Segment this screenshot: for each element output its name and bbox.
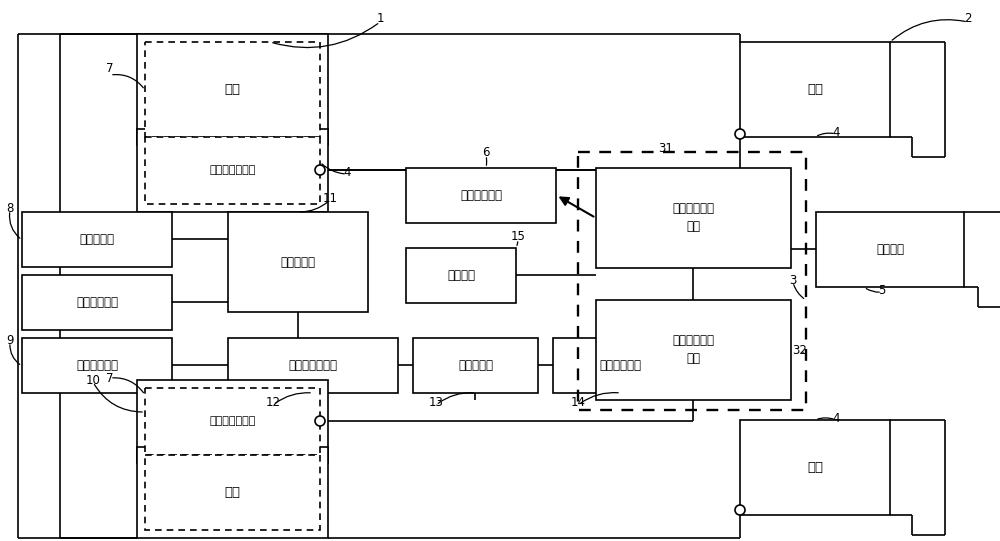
Bar [145,388,320,455]
Text: 4: 4 [343,166,351,179]
Bar [596,168,791,268]
Text: 7: 7 [106,62,114,75]
Text: 14: 14 [570,397,586,410]
Bar [145,455,320,530]
Bar [137,129,328,212]
Text: 前轮: 前轮 [224,486,240,499]
Circle shape [735,505,745,515]
Bar [137,34,328,145]
Circle shape [735,129,745,139]
Bar [740,42,890,137]
Text: 7: 7 [106,372,114,385]
Bar [22,212,172,267]
Text: 5: 5 [878,283,886,296]
Text: 变速器控制器: 变速器控制器 [76,296,118,309]
Text: 电子驻车制动器: 电子驻车制动器 [209,166,256,175]
Bar [578,152,806,410]
Bar [816,212,964,287]
Bar [596,300,791,400]
Circle shape [315,416,325,426]
Text: 12: 12 [266,397,280,410]
Circle shape [315,165,325,175]
Text: 4: 4 [832,126,840,138]
Bar [553,338,688,393]
Bar [22,338,172,393]
Text: 15: 15 [511,230,525,243]
Text: 后轮: 后轮 [807,83,823,96]
Text: 点火开关: 点火开关 [447,269,475,282]
Bar [145,42,320,137]
Text: 8: 8 [6,201,14,214]
Text: 电子驻车制动器: 电子驻车制动器 [209,417,256,426]
Text: 2: 2 [964,11,972,24]
Text: 自动驾驶控制
单元: 自动驾驶控制 单元 [672,334,714,366]
Bar [137,380,328,463]
Text: 整车控制器: 整车控制器 [80,233,114,246]
Text: 6: 6 [482,146,490,159]
Text: 前轮: 前轮 [224,83,240,96]
Text: 电子驻车控制
单元: 电子驻车控制 单元 [672,202,714,234]
Bar [740,420,890,515]
Bar [228,212,368,312]
Bar [137,447,328,538]
Bar [406,248,516,303]
Bar [413,338,538,393]
Text: 9: 9 [6,333,14,346]
Text: 后轮: 后轮 [807,461,823,474]
Text: 整车电源: 整车电源 [876,243,904,256]
Text: 13: 13 [429,397,443,410]
Text: 10: 10 [86,373,100,386]
Text: 32: 32 [793,344,807,357]
Bar [406,168,556,223]
Text: 31: 31 [659,142,673,155]
Text: 4: 4 [832,412,840,425]
Text: 发动机控制器: 发动机控制器 [76,359,118,372]
Bar [22,275,172,330]
Text: 电子驻车开关: 电子驻车开关 [460,189,502,202]
Bar [228,338,398,393]
Text: 雷达控制器: 雷达控制器 [458,359,493,372]
Text: 档位控制器: 档位控制器 [280,255,316,268]
Text: 摄像头控制器: 摄像头控制器 [600,359,642,372]
Text: 3: 3 [789,274,797,287]
Bar [145,137,320,204]
Text: 电子稳定控制器: 电子稳定控制器 [288,359,338,372]
Text: 11: 11 [322,192,338,204]
Text: 1: 1 [376,11,384,24]
